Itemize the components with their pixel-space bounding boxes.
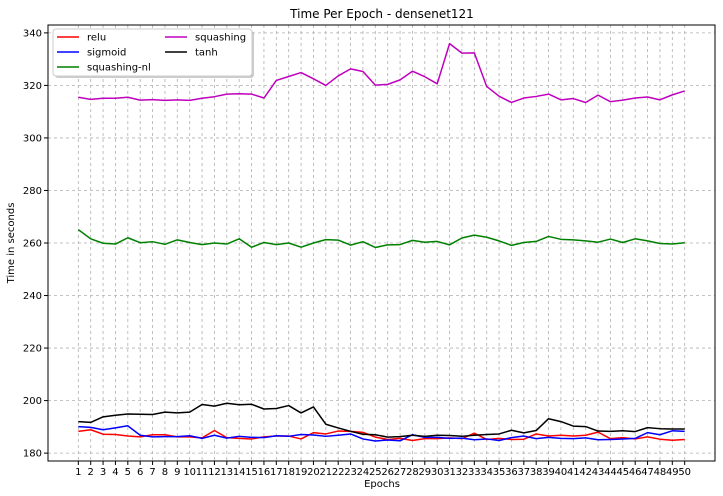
y-tick-label: 220: [23, 344, 42, 355]
x-axis-ticks: 1 2 3 4 5 6 7 8 9 10 11 12 13 14 15 16 17 18 19 20 21 22 23 24 2…: [75, 461, 691, 478]
legend-entry-squashing-nl: squashing-nl: [57, 63, 151, 74]
x-tick-label: 36: [505, 467, 518, 478]
legend-entry-sigmoid: sigmoid: [57, 48, 126, 59]
x-tick-label: 23: [344, 467, 357, 478]
y-tick-label: 280: [23, 186, 42, 197]
y-tick-label: 340: [23, 28, 42, 39]
legend-label: tanh: [195, 48, 218, 59]
y-tick-label: 260: [23, 239, 42, 250]
x-tick-label: 46: [629, 467, 642, 478]
x-tick-label: 5: [125, 467, 131, 478]
x-tick-label: 29: [418, 467, 431, 478]
series-line-sigmoid: [78, 425, 685, 442]
x-tick-label: 1: [75, 467, 81, 478]
x-tick-label: 15: [245, 467, 258, 478]
legend-label: sigmoid: [87, 48, 126, 59]
y-tick-label: 300: [23, 133, 42, 144]
x-tick-label: 38: [530, 467, 543, 478]
x-tick-label: 7: [149, 467, 155, 478]
legend-entry-squashing: squashing: [165, 33, 246, 44]
y-axis-ticks: 180 200 220 240 260 280 300 320 340: [23, 28, 48, 460]
x-tick-label: 33: [468, 467, 481, 478]
legend-label: squashing: [195, 33, 246, 44]
x-tick-label: 14: [233, 467, 246, 478]
x-tick-label: 2: [88, 467, 94, 478]
series-line-squashing-nl: [77, 228, 685, 249]
x-tick-label: 25: [369, 467, 382, 478]
legend-label: relu: [87, 33, 106, 44]
x-tick-label: 18: [282, 467, 295, 478]
y-tick-label: 200: [23, 396, 42, 407]
x-tick-label: 11: [196, 467, 209, 478]
x-tick-label: 32: [456, 467, 469, 478]
x-tick-label: 31: [443, 467, 456, 478]
y-axis-label: Time in seconds: [6, 203, 17, 285]
x-tick-label: 4: [112, 467, 118, 478]
x-tick-label: 44: [604, 467, 617, 478]
x-tick-label: 9: [174, 467, 180, 478]
legend-box: [52, 28, 253, 77]
x-tick-label: 27: [394, 467, 407, 478]
series-lines: [77, 42, 685, 442]
legend-entry-tanh: tanh: [165, 48, 218, 59]
x-tick-label: 20: [307, 467, 320, 478]
x-tick-label: 3: [100, 467, 106, 478]
x-tick-label: 30: [431, 467, 444, 478]
x-axis-label: Epochs: [364, 479, 400, 490]
x-tick-label: 50: [678, 467, 691, 478]
x-tick-label: 26: [381, 467, 394, 478]
x-tick-label: 43: [592, 467, 605, 478]
chart-title: Time Per Epoch - densenet121: [289, 7, 474, 21]
x-tick-label: 22: [332, 467, 345, 478]
x-tick-label: 39: [542, 467, 555, 478]
series-line-tanh: [78, 402, 685, 438]
x-tick-label: 35: [493, 467, 506, 478]
x-tick-label: 24: [357, 467, 370, 478]
x-tick-label: 6: [137, 467, 143, 478]
x-tick-label: 21: [319, 467, 332, 478]
x-tick-label: 37: [517, 467, 530, 478]
x-tick-label: 34: [480, 467, 493, 478]
x-tick-label: 45: [616, 467, 629, 478]
x-tick-label: 40: [555, 467, 568, 478]
x-tick-label: 12: [208, 467, 221, 478]
x-tick-label: 16: [258, 467, 271, 478]
x-tick-label: 19: [295, 467, 308, 478]
series-line-squashing: [78, 42, 685, 104]
x-tick-label: 42: [579, 467, 592, 478]
legend-entry-relu: relu: [57, 33, 106, 44]
x-tick-label: 41: [567, 467, 580, 478]
x-tick-label: 13: [220, 467, 233, 478]
y-tick-label: 180: [23, 449, 42, 460]
x-tick-label: 48: [654, 467, 667, 478]
x-tick-label: 10: [183, 467, 196, 478]
legend-label: squashing-nl: [87, 63, 151, 74]
x-tick-label: 8: [162, 467, 168, 478]
legend: relu sigmoid squashing-nl squashing tanh: [52, 28, 254, 78]
x-tick-label: 17: [270, 467, 283, 478]
x-tick-label: 47: [641, 467, 654, 478]
grid: [48, 25, 715, 461]
x-tick-label: 49: [666, 467, 679, 478]
y-tick-label: 320: [23, 81, 42, 92]
y-tick-label: 240: [23, 291, 42, 302]
x-tick-label: 28: [406, 467, 419, 478]
